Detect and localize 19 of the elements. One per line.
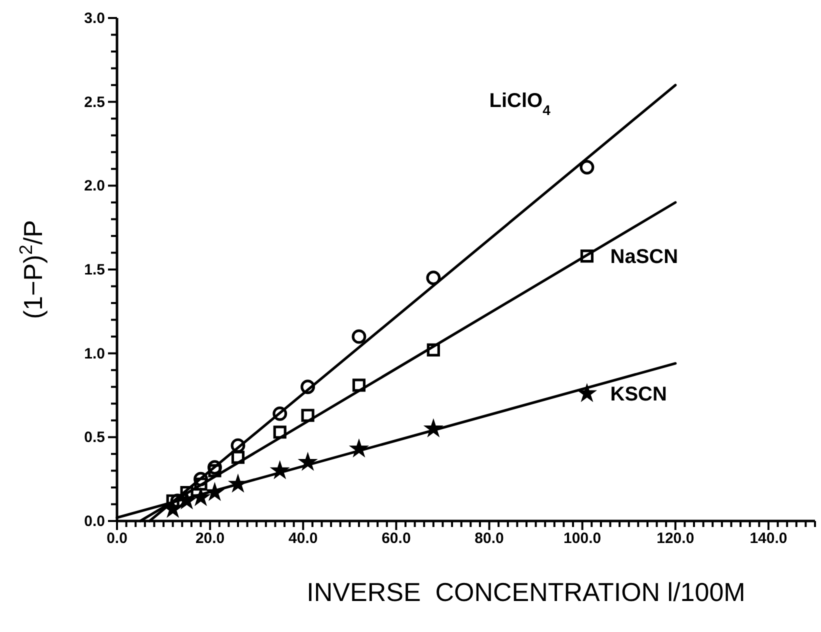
y-tick-label: 3.0 [84, 10, 105, 27]
y-tick-label: 2.5 [84, 94, 105, 111]
y-tick-label: 1.0 [84, 345, 105, 362]
series-label: KSCN [610, 384, 667, 406]
x-axis-title: INVERSE CONCENTRATION l/100M [306, 577, 746, 607]
x-tick-label: 120.0 [656, 530, 694, 547]
x-tick-label: 40.0 [288, 530, 318, 547]
series-label: NaSCN [610, 246, 678, 268]
y-tick-label: 0.5 [84, 429, 105, 446]
y-tick-label: 0.0 [84, 513, 105, 530]
x-tick-label: 0.0 [106, 530, 128, 547]
y-tick-label: 2.0 [84, 178, 105, 195]
y-tick-label: 1.5 [84, 262, 105, 278]
x-tick-label: 80.0 [474, 530, 504, 547]
x-tick-label: 20.0 [195, 530, 225, 547]
x-tick-label: 60.0 [382, 530, 411, 547]
x-tick-label: 100.0 [564, 530, 602, 547]
x-tick-label: 140.0 [750, 530, 788, 547]
text: LiClO$_{4}$ [489, 90, 551, 118]
